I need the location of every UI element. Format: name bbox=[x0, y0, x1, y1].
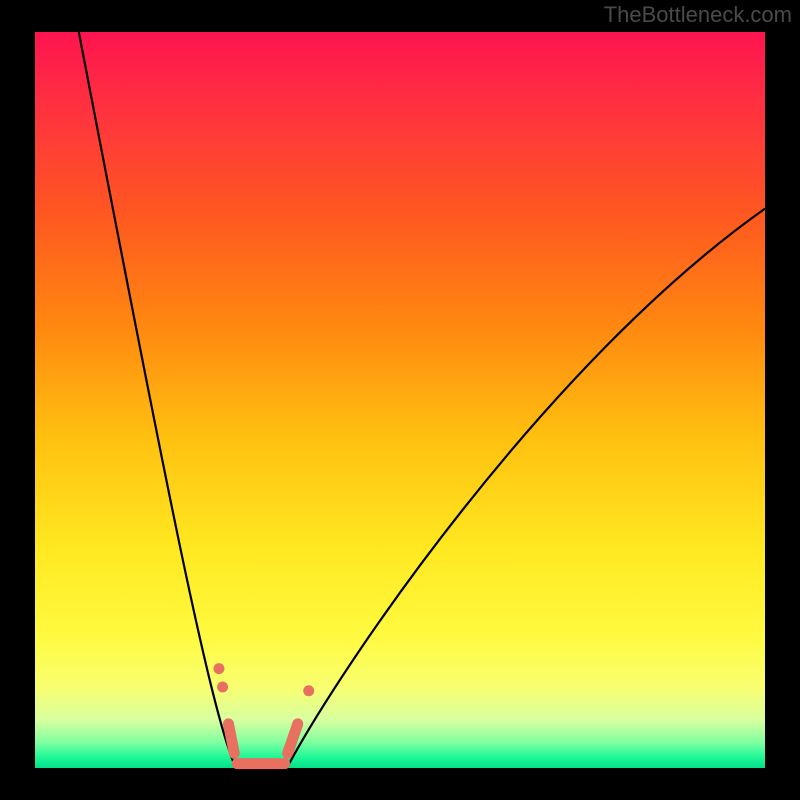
plot-background bbox=[35, 32, 765, 768]
chart-svg bbox=[0, 0, 800, 800]
watermark-text: TheBottleneck.com bbox=[604, 2, 792, 28]
chart-stage: TheBottleneck.com bbox=[0, 0, 800, 800]
